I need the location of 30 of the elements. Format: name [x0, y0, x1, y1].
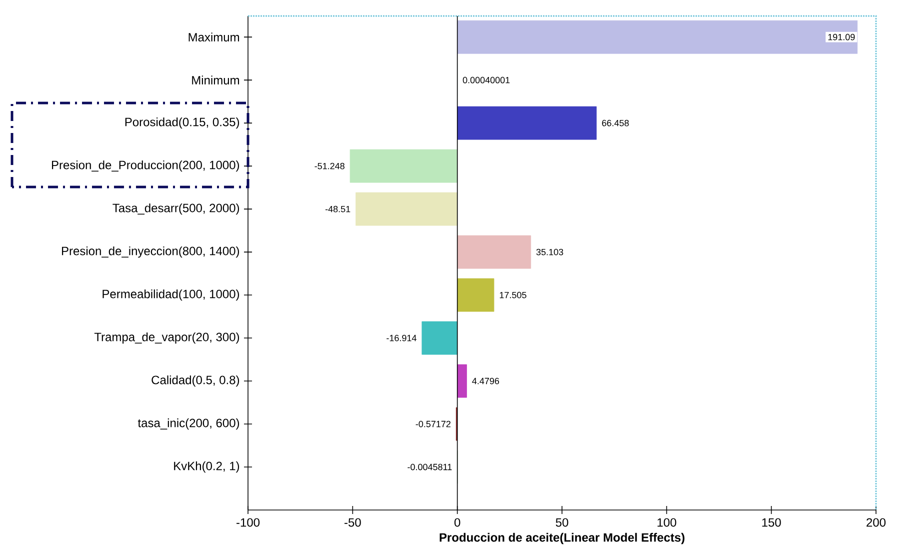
y-tick-label: Calidad(0.5, 0.8) — [152, 375, 240, 387]
x-tick-label: -50 — [344, 518, 361, 527]
y-tick-label: tasa_inic(200, 600) — [138, 418, 240, 430]
y-tick-label: Minimum — [192, 76, 239, 84]
data-label: -51.248 — [314, 162, 344, 170]
y-tick-label: KvKh(0.2, 1) — [174, 461, 240, 473]
data-label: -48.51 — [325, 206, 350, 212]
data-label: 0.00040001 — [462, 76, 510, 84]
y-tick-label: Permeabilidad(100, 1000) — [102, 289, 240, 301]
data-label: -0.57172 — [416, 420, 450, 428]
x-axis-title: Produccion de aceite(Linear Model Effects) — [440, 532, 684, 544]
data-label: 4.4796 — [472, 378, 500, 384]
x-tick-label: 200 — [866, 518, 886, 527]
data-label: 17.505 — [500, 292, 526, 298]
y-tick-label: Maximum — [188, 32, 240, 42]
y-tick-label: Presion_de_inyeccion(800, 1400) — [62, 246, 239, 258]
y-tick-label: Presion_de_Produccion(200, 1000) — [52, 160, 239, 172]
data-label: -0.0045811 — [408, 464, 452, 470]
data-label: 191.09 — [828, 34, 855, 40]
x-tick-label: 150 — [762, 518, 781, 527]
data-label: -16.914 — [386, 334, 416, 342]
x-tick-label: 100 — [658, 518, 676, 527]
data-label: 35.103 — [536, 248, 564, 256]
x-tick-label: -100 — [236, 518, 260, 527]
data-label: 66.458 — [602, 120, 629, 126]
y-tick-label: Tasa_desarr(500, 2000) — [112, 203, 240, 215]
x-tick-label: 0 — [454, 518, 460, 527]
y-tick-label: Trampa_de_vapor(20, 300) — [94, 332, 240, 344]
x-tick-label: 50 — [556, 518, 568, 527]
y-tick-label: Porosidad(0.15, 0.35) — [125, 117, 240, 129]
